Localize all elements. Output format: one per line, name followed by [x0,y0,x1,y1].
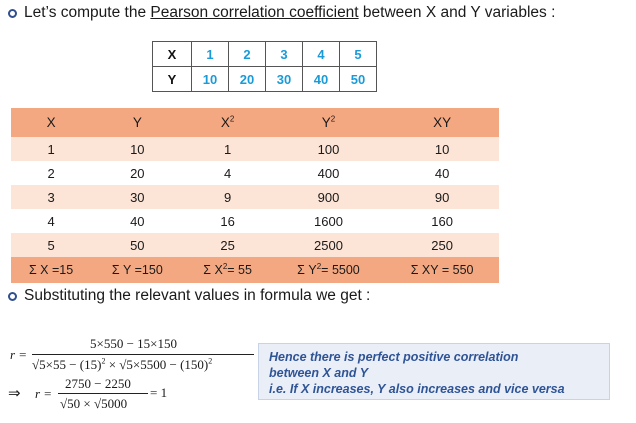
cell: 1 [47,141,55,157]
denominator-1: √5×55 − (15)2 × √5×5500 − (150)2 [32,356,213,372]
cell: 400 [317,165,340,181]
xy-small-table: X 1 2 3 4 5 Y 10 20 30 40 50 [152,41,377,92]
cell: 250 [431,237,453,253]
cell: 40 [130,213,145,229]
pearson-link: Pearson correlation coefficient [150,4,359,21]
fraction-line-2 [58,393,148,394]
sum-xy: Σ XY = 550 [410,263,474,277]
conclusion-note: Hence there is perfect positive correlat… [258,343,610,400]
header-x: X [46,115,56,130]
x-cell: 3 [265,41,303,67]
cell: 1600 [314,213,343,229]
table-row: 1 10 1 100 10 [11,137,499,161]
pearson-formula: r = 5×550 − 15×150 √5×55 − (15)2 × √5×55… [0,328,270,418]
implies-arrow-icon: ⇒ [8,385,21,402]
y-cell: 30 [265,66,303,92]
bullet-icon [8,292,17,301]
cell: 160 [431,213,453,229]
note-line-1: Hence there is perfect positive correlat… [269,350,519,364]
denominator-2: √50 × √5000 [60,396,128,411]
cell: 1 [224,141,232,157]
header-xy: XY [433,115,452,130]
numerator-2: 2750 − 2250 [65,376,131,391]
y-cell: 40 [302,66,340,92]
r-label-1: r = [10,347,28,362]
cell: 9 [224,189,232,205]
cell: 50 [130,237,145,253]
y-cell: 20 [228,66,266,92]
fraction-line-1 [32,354,254,355]
cell: 4 [224,165,232,181]
sum-y-squared: Σ Y2= 5500 [297,261,360,277]
x-cell: 4 [302,41,340,67]
table-row: 4 40 16 1600 160 [11,209,499,233]
numerator-1: 5×550 − 15×150 [90,336,177,351]
cell: 10 [434,141,450,157]
intro-text: Let’s compute the Pearson correlation co… [24,4,555,22]
sum-x-squared: Σ X2= 55 [203,261,252,277]
totals-row: Σ X =15 Σ Y =150 Σ X2= 55 Σ Y2= 5500 Σ X… [11,257,499,283]
cell: 2500 [314,237,343,253]
table-row: 2 20 4 400 40 [11,161,499,185]
cell: 4 [47,213,55,229]
cell: 30 [130,189,145,205]
x-cell: 5 [339,41,377,67]
cell: 16 [220,213,235,229]
intro-suffix: between X and Y variables : [358,4,556,21]
intro-prefix: Let’s compute the [24,4,151,21]
y-cell: 10 [191,66,229,92]
cell: 10 [130,141,145,157]
substitute-text: Substituting the relevant values in form… [24,287,371,304]
sum-x: Σ X =15 [28,263,74,277]
cell: 40 [434,165,450,181]
header-y-squared: Y2 [321,114,336,130]
cell: 900 [317,189,340,205]
cell: 25 [220,237,235,253]
cell: 100 [317,141,340,157]
x-label: X [152,41,192,67]
table-header-row: X Y X2 Y2 XY [11,108,499,137]
cell: 2 [47,165,55,181]
cell: 3 [47,189,55,205]
x-cell: 2 [228,41,266,67]
y-row: Y 10 20 30 40 50 [152,66,377,92]
result: = 1 [150,385,168,400]
sum-y: Σ Y =150 [111,263,163,277]
table-row: 5 50 25 2500 250 [11,233,499,257]
y-cell: 50 [339,66,377,92]
cell: 90 [434,189,450,205]
header-y: Y [132,115,142,130]
header-x-squared: X2 [220,114,235,130]
table-row: 3 30 9 900 90 [11,185,499,209]
x-cell: 1 [191,41,229,67]
bullet-icon [8,9,17,18]
note-line-2: between X and Y [269,366,369,380]
x-row: X 1 2 3 4 5 [152,41,377,67]
cell: 20 [130,165,145,181]
note-line-3: i.e. If X increases, Y also increases an… [269,382,565,396]
cell: 5 [47,237,55,253]
r-label-2: r = [35,386,53,401]
computation-table: X Y X2 Y2 XY 1 10 1 100 10 2 20 4 400 40… [11,108,499,283]
y-label: Y [152,66,192,92]
